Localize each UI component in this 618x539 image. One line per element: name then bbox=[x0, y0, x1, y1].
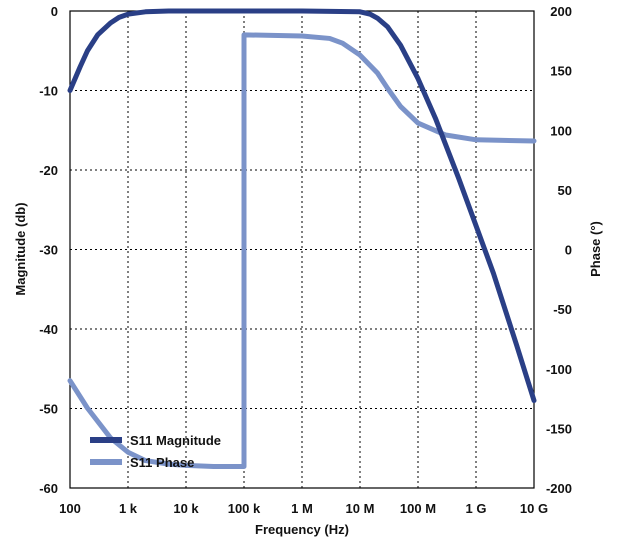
x-tick-label: 1 M bbox=[291, 501, 313, 516]
y-right-tick-label: 50 bbox=[558, 183, 572, 198]
y-right-tick-label: -100 bbox=[546, 362, 572, 377]
y-right-tick-label: 200 bbox=[550, 4, 572, 19]
x-tick-label: 10 G bbox=[520, 501, 548, 516]
y-right-axis-title: Phase (°) bbox=[588, 221, 603, 277]
x-tick-label: 10 M bbox=[346, 501, 375, 516]
x-tick-label: 1 k bbox=[119, 501, 138, 516]
x-tick-label: 10 k bbox=[173, 501, 199, 516]
x-tick-label: 100 k bbox=[228, 501, 261, 516]
x-tick-label: 100 M bbox=[400, 501, 436, 516]
x-tick-label: 100 bbox=[59, 501, 81, 516]
y-left-tick-label: -30 bbox=[39, 243, 58, 258]
x-axis-title: Frequency (Hz) bbox=[255, 522, 349, 537]
y-left-tick-label: -20 bbox=[39, 163, 58, 178]
y-right-tick-label: -50 bbox=[553, 302, 572, 317]
y-right-tick-label: -150 bbox=[546, 421, 572, 436]
series-line-phase bbox=[67, 32, 537, 470]
legend-label-magnitude: S11 Magnitude bbox=[130, 433, 221, 448]
grid bbox=[70, 11, 534, 488]
y-right-tick-label: 100 bbox=[550, 123, 572, 138]
y-left-tick-label: -40 bbox=[39, 322, 58, 337]
y-right-tick-label: 0 bbox=[565, 243, 572, 258]
legend-label-phase: S11 Phase bbox=[130, 455, 194, 470]
series-lines bbox=[67, 8, 537, 470]
y-left-tick-label: 0 bbox=[51, 4, 58, 19]
series-line-magnitude bbox=[67, 8, 537, 404]
legend: S11 Magnitude S11 Phase bbox=[90, 433, 221, 470]
y-right-tick-label: 150 bbox=[550, 64, 572, 79]
y-left-tick-label: -60 bbox=[39, 481, 58, 496]
x-tick-label: 1 G bbox=[466, 501, 487, 516]
y-left-tick-label: -10 bbox=[39, 84, 58, 99]
y-left-tick-label: -50 bbox=[39, 402, 58, 417]
y-left-axis-title: Magnitude (db) bbox=[13, 202, 28, 295]
tick-labels: 100 1 k 10 k 100 k 1 M 10 M 100 M 1 G 10 G 0 -10 -2… bbox=[39, 4, 572, 516]
y-right-tick-label: -200 bbox=[546, 481, 572, 496]
